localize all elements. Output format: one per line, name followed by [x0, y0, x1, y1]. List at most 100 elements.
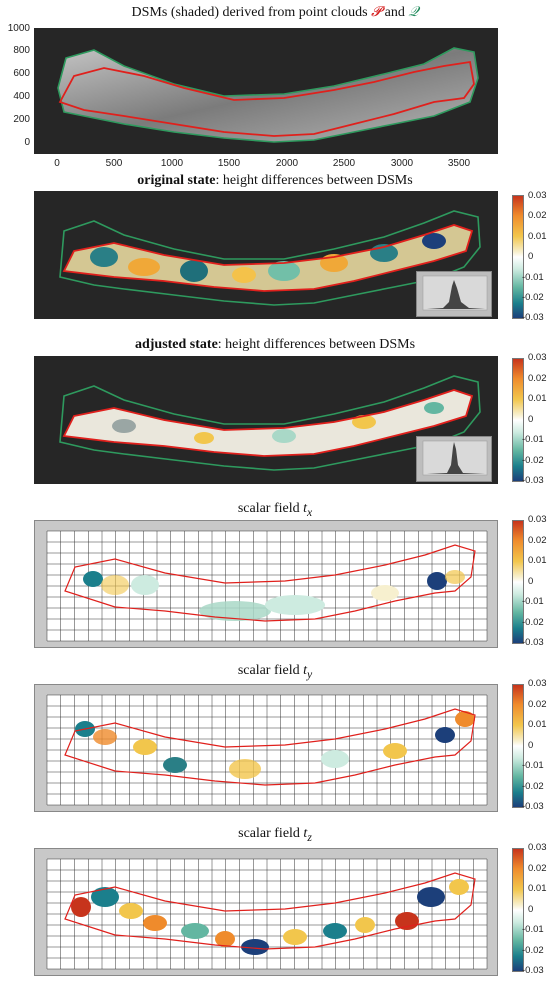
panel4-title-math: t: [303, 501, 307, 516]
panel2-title-rest: : height differences between DSMs: [215, 173, 413, 188]
scalar-field-ty-svg: [46, 694, 488, 806]
panel1-title: DSMs (shaded) derived from point clouds …: [0, 5, 550, 21]
panel6-title-sub: z: [307, 830, 312, 844]
colorbar-tick: 0.01: [528, 555, 547, 566]
colorbar: [512, 520, 524, 644]
scalar-field-ty-panel: [34, 684, 498, 812]
height-diff-blobs: [112, 402, 444, 444]
original-state-svg: [59, 210, 481, 306]
colorbar-tick: 0.02: [528, 210, 547, 221]
colorbar-tick: 0.02: [528, 373, 547, 384]
field-blobs: [71, 879, 469, 955]
panel3-title: adjusted state: height differences betwe…: [0, 337, 550, 353]
adjusted-state-panel: [34, 356, 498, 484]
colorbar-tick: -0.03: [522, 801, 544, 812]
colorbar-tick: -0.03: [522, 965, 544, 976]
colorbar-tick: 0.03: [528, 190, 547, 201]
p1-ytick: 600: [13, 68, 30, 79]
colorbar-tick: 0.02: [528, 863, 547, 874]
colorbar-tick: 0.03: [528, 678, 547, 689]
height-diff-region: [64, 390, 472, 456]
outline-p: [58, 60, 475, 137]
grid: [46, 530, 488, 642]
colorbar-tick: 0.02: [528, 699, 547, 710]
colorbar-tick: 0.03: [528, 514, 547, 525]
boundary-outline: [64, 544, 476, 622]
panel2-title-bold: original state: [137, 173, 216, 188]
panel2-title: original state: height differences betwe…: [0, 173, 550, 189]
p1-xtick: 0: [54, 158, 60, 169]
histogram-inset: [416, 271, 492, 317]
colorbar-tick: 0.03: [528, 352, 547, 363]
colorbar: [512, 358, 524, 482]
colorbar-tick: 0.02: [528, 535, 547, 546]
colorbar-tick: -0.01: [522, 924, 544, 935]
colorbar-tick: 0.03: [528, 842, 547, 853]
p1-ytick: 800: [13, 45, 30, 56]
colorbar-tick: 0.01: [528, 393, 547, 404]
p1-xtick: 3500: [447, 158, 471, 169]
panel3-title-rest: : height differences between DSMs: [217, 337, 416, 352]
histogram-svg: [422, 440, 488, 476]
outline-q: [57, 47, 479, 143]
dsm-shaded-panel: [34, 28, 498, 154]
colorbar-tick: -0.03: [522, 637, 544, 648]
panel5-title-math: t: [303, 663, 307, 678]
colorbar-tick: 0.01: [528, 719, 547, 730]
colorbar-tick: 0: [528, 251, 534, 262]
histogram-inset: [416, 436, 492, 482]
panel4-title-text: scalar field: [237, 501, 304, 516]
p1-xtick: 500: [105, 158, 123, 169]
colorbar: [512, 195, 524, 319]
colorbar-tick: -0.01: [522, 596, 544, 607]
field-blobs: [83, 570, 465, 621]
colorbar-tick: -0.03: [522, 475, 544, 486]
panel5-title: scalar field ty: [0, 663, 550, 681]
colorbar-tick: 0: [528, 414, 534, 425]
original-state-panel: [34, 191, 498, 319]
panel4-title: scalar field tx: [0, 501, 550, 519]
p1-ytick: 0: [24, 137, 30, 148]
scalar-field-tz-svg: [46, 858, 488, 970]
panel6-title-math: t: [303, 826, 308, 841]
panel6-title-text: scalar field: [238, 826, 304, 841]
adjusted-state-svg: [59, 375, 481, 471]
colorbar-tick: -0.02: [522, 292, 544, 303]
colorbar-tick: 0: [528, 740, 534, 751]
colorbar-tick: -0.02: [522, 455, 544, 466]
colorbar-tick: 0.01: [528, 231, 547, 242]
p1-xtick: 2500: [332, 158, 356, 169]
p1-xtick: 1000: [160, 158, 184, 169]
scalar-field-tz-panel: [34, 848, 498, 976]
colorbar-tick: 0.01: [528, 883, 547, 894]
colorbar-tick: -0.02: [522, 945, 544, 956]
scalar-field-tx-panel: [34, 520, 498, 648]
colorbar-tick: -0.02: [522, 781, 544, 792]
p1-xtick: 1500: [217, 158, 241, 169]
p1-ytick: 1000: [7, 23, 30, 34]
p1-xtick: 3000: [390, 158, 414, 169]
histogram-svg: [422, 275, 488, 311]
outline-p: [62, 224, 474, 292]
dsm-shaded-svg: [57, 47, 479, 143]
outline-q: [59, 210, 481, 306]
boundary-outline: [64, 872, 476, 950]
grid: [46, 694, 488, 806]
panel3-title-bold: adjusted state: [134, 337, 218, 352]
colorbar-tick: -0.03: [522, 312, 544, 323]
panel6-title: scalar field tz: [0, 826, 550, 844]
symbol-p: 𝓟: [371, 5, 382, 20]
scalar-field-tx-svg: [46, 530, 488, 642]
panel4-title-sub: x: [307, 505, 313, 519]
outline-p: [62, 389, 474, 457]
colorbar-tick: 0: [528, 576, 534, 587]
boundary-outline: [64, 708, 476, 786]
outline-q: [59, 375, 481, 471]
panel5-title-sub: y: [307, 667, 313, 681]
height-diff-region: [64, 225, 472, 291]
p1-ytick: 400: [13, 91, 30, 102]
colorbar-tick: 0: [528, 904, 534, 915]
panel1-title-and: and: [381, 5, 409, 20]
p1-xtick: 2000: [275, 158, 299, 169]
colorbar: [512, 684, 524, 808]
